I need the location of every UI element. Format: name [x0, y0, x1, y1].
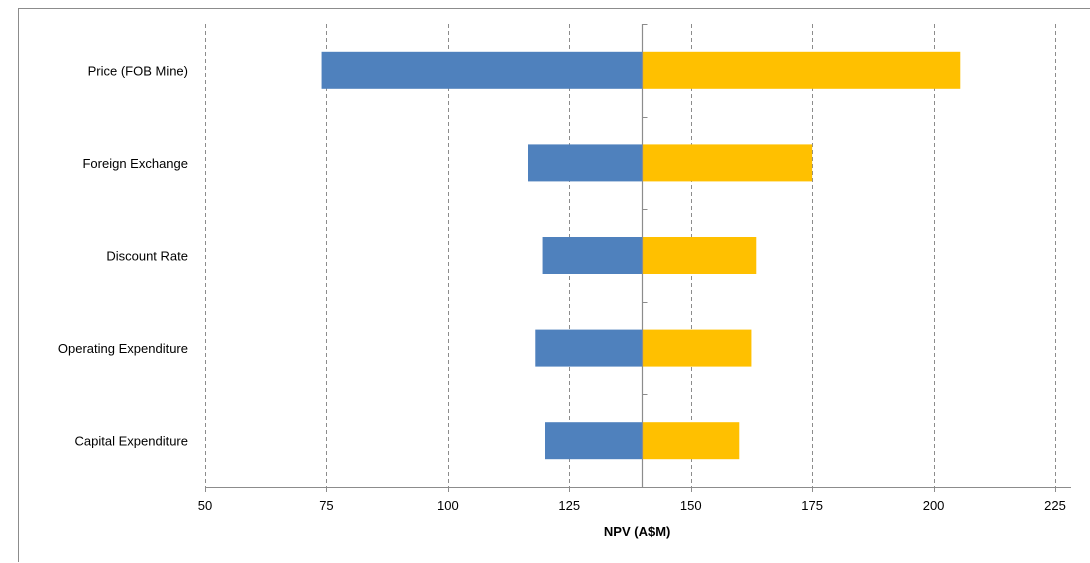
bar-low	[542, 237, 643, 274]
bar-high	[642, 144, 813, 182]
x-tick-label: 125	[558, 498, 580, 513]
x-tick-label: 75	[319, 498, 333, 513]
label-layer: 50 75 100 125 150 175 200 225 Price (FOB Mine) Fo…	[58, 63, 1066, 513]
category-label: Price (FOB Mine)	[88, 63, 188, 78]
bar-high	[642, 422, 740, 460]
axis-layer	[205, 24, 1071, 492]
bar-high	[642, 237, 757, 274]
bar-low	[535, 329, 643, 367]
x-tick-label: 200	[923, 498, 945, 513]
bar-high	[642, 329, 752, 367]
bar-low	[545, 422, 643, 460]
category-label: Discount Rate	[106, 249, 188, 264]
x-tick-label: 175	[801, 498, 823, 513]
bar-layer	[321, 51, 961, 460]
x-tick-label: 50	[198, 498, 212, 513]
bar-low	[321, 51, 643, 89]
x-tick-label: 150	[680, 498, 702, 513]
x-tick-label: 100	[437, 498, 459, 513]
category-label: Capital Expenditure	[75, 434, 188, 449]
x-axis-title: NPV (A$M)	[604, 524, 670, 539]
category-label: Operating Expenditure	[58, 341, 188, 356]
chart-frame: 50 75 100 125 150 175 200 225 Price (FOB Mine) Fo…	[18, 8, 1090, 562]
bar-high	[642, 51, 961, 89]
bar-low	[528, 144, 643, 182]
tornado-chart: 50 75 100 125 150 175 200 225 Price (FOB Mine) Fo…	[58, 24, 1071, 539]
category-label: Foreign Exchange	[82, 156, 188, 171]
x-tick-label: 225	[1044, 498, 1066, 513]
